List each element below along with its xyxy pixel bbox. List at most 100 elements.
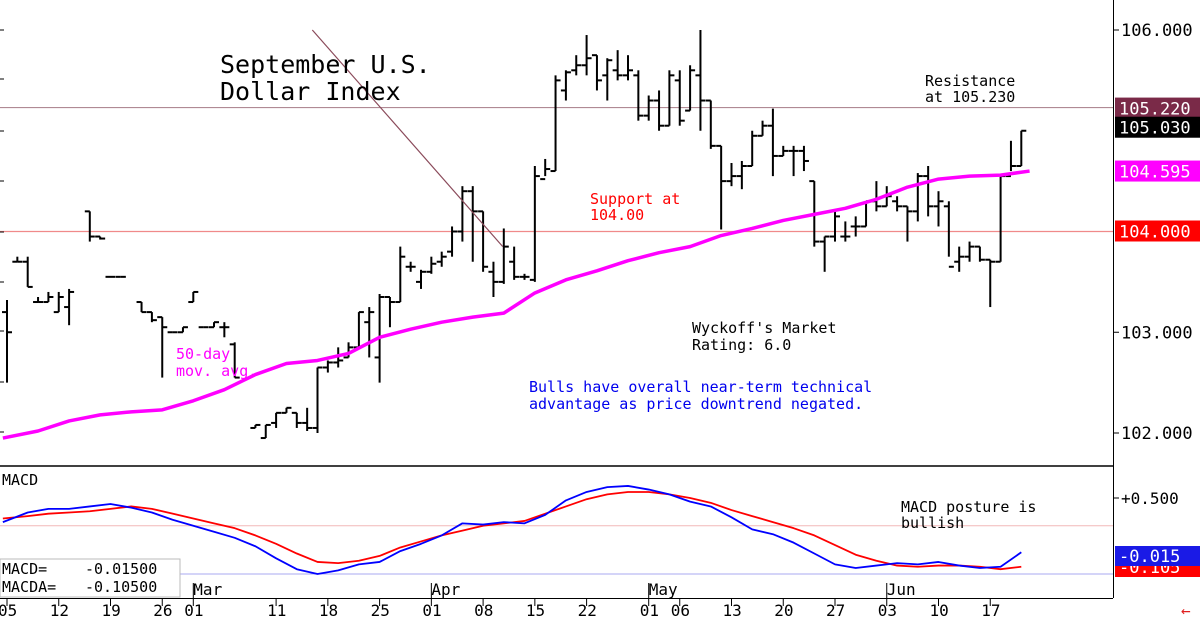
macd-panel-title: MACD — [2, 471, 38, 489]
price-bar — [157, 316, 168, 378]
date-tick-label: 01 — [184, 601, 203, 620]
price-bar — [219, 322, 230, 338]
price-bar — [478, 210, 489, 272]
moving-average-line — [2, 169, 1030, 440]
date-tick-label: 20 — [774, 601, 793, 620]
price-bar — [312, 366, 323, 433]
commentary-line2: advantage as price downtrend negated. — [529, 395, 863, 413]
price-bar — [591, 54, 602, 91]
price-bar — [571, 55, 582, 76]
macda-line — [2, 491, 1022, 571]
price-bar — [43, 291, 54, 304]
price-bar — [260, 423, 271, 440]
price-bar — [923, 166, 934, 217]
price-bar — [933, 191, 944, 227]
price-bar — [364, 307, 375, 358]
date-tick-label: 05 — [0, 601, 17, 620]
date-tick-label: 27 — [826, 601, 845, 620]
month-label: May — [649, 580, 678, 599]
date-tick-label: 26 — [153, 601, 172, 620]
price-bar — [819, 235, 830, 272]
scroll-left-arrow-icon[interactable]: ← — [1181, 601, 1191, 620]
price-bar — [426, 256, 437, 274]
date-tick-label: 17 — [981, 601, 1000, 620]
resistance-annotation-line1: Resistance — [925, 72, 1015, 90]
month-label: Apr — [431, 580, 460, 599]
support-annotation-line1: Support at — [590, 190, 680, 208]
resistance-annotation-line2: at 105.230 — [925, 88, 1015, 106]
price-bar — [912, 173, 923, 222]
price-label: 104.595 — [1119, 163, 1191, 183]
price-bar — [1016, 129, 1027, 168]
price-bar — [850, 216, 861, 237]
price-bar — [757, 120, 768, 137]
price-bar — [250, 423, 261, 429]
price-bar — [457, 186, 468, 242]
price-bar — [685, 65, 696, 112]
chart-title: September U.S. — [220, 50, 431, 79]
rating-annotation-line1: Wyckoff's Market — [692, 319, 837, 337]
price-bar — [302, 407, 313, 431]
price-bar — [902, 205, 913, 242]
price-bar — [602, 58, 613, 101]
price-bar — [954, 246, 965, 272]
price-bar — [943, 201, 954, 268]
price-bar — [436, 251, 447, 267]
price-label-box — [1115, 220, 1200, 242]
price-bar — [747, 130, 758, 168]
price-bar — [384, 295, 395, 328]
price-bar — [540, 158, 551, 181]
price-bar — [798, 145, 809, 172]
date-tick-label: 01 — [422, 601, 441, 620]
date-tick-label: 19 — [102, 601, 121, 620]
price-axis-label: 102.000 — [1121, 424, 1193, 444]
price-bar — [550, 75, 561, 173]
price-bar — [281, 406, 292, 414]
price-label: 105.030 — [1119, 119, 1191, 139]
date-tick-label: 03 — [878, 601, 897, 620]
price-bar — [788, 145, 799, 177]
price-bar — [467, 186, 478, 262]
price-bar — [767, 108, 778, 177]
price-bar — [22, 256, 33, 288]
price-bar — [726, 162, 737, 187]
price-bar — [64, 288, 75, 326]
macda-readout-value: -0.10500 — [85, 578, 157, 596]
date-tick-label: 11 — [267, 601, 286, 620]
date-tick-label: 25 — [371, 601, 390, 620]
price-bar — [612, 50, 623, 81]
date-tick-label: 12 — [50, 601, 69, 620]
chart-subtitle: Dollar Index — [220, 77, 401, 106]
price-label-box — [1115, 97, 1200, 119]
date-tick-label: 06 — [671, 601, 690, 620]
price-bar — [995, 175, 1006, 263]
price-bar — [519, 273, 530, 280]
price-bar — [2, 300, 12, 383]
price-bar — [95, 235, 106, 240]
date-tick-label: 08 — [474, 601, 493, 620]
price-bar — [146, 311, 157, 323]
date-tick-label: 22 — [578, 601, 597, 620]
macd-readout-box — [0, 558, 181, 598]
price-bar — [674, 70, 685, 126]
price-bar — [416, 269, 426, 289]
price-bar — [529, 166, 540, 282]
price-bar — [633, 70, 644, 121]
price-bar — [736, 160, 747, 190]
price-bar — [778, 145, 789, 157]
price-bar — [664, 70, 675, 127]
price-label-box — [1115, 116, 1200, 138]
macd-readout-label: MACD= — [2, 560, 47, 578]
price-bar — [209, 321, 219, 329]
month-label: Jun — [887, 580, 916, 599]
price-bar — [581, 35, 592, 76]
price-bar — [716, 144, 727, 230]
price-bar — [892, 196, 903, 212]
price-bar — [643, 95, 654, 121]
price-bar — [695, 30, 706, 131]
macd-readout-value: -0.01500 — [85, 560, 157, 578]
ma-annotation-line2: mov. avg. — [176, 362, 257, 380]
price-bar — [271, 411, 282, 428]
price-bar — [560, 70, 571, 101]
macd-price-label: -0.015 — [1119, 547, 1180, 567]
